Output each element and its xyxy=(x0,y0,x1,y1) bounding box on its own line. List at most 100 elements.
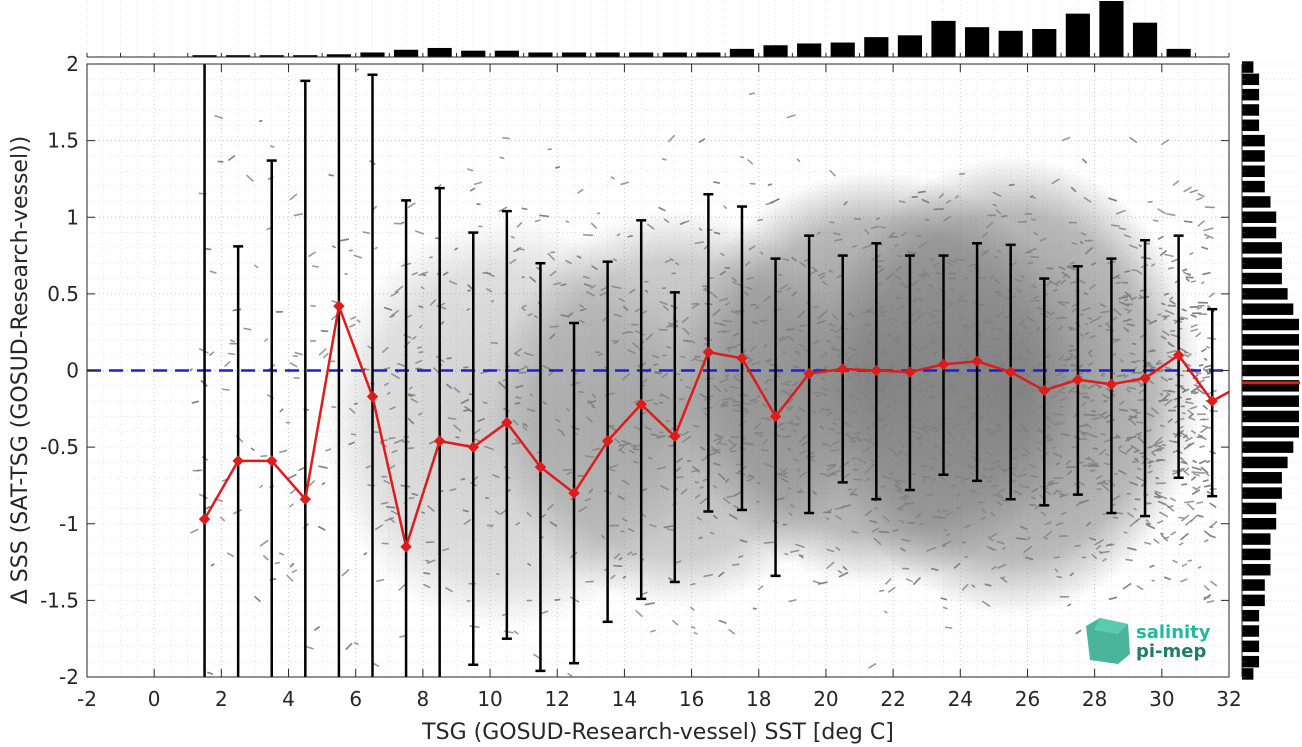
scatter-point xyxy=(1148,319,1157,325)
scatter-point xyxy=(784,552,789,556)
scatter-point xyxy=(877,397,887,404)
scatter-point xyxy=(1166,392,1171,396)
scatter-point xyxy=(955,475,964,479)
scatter-point xyxy=(1161,302,1166,306)
scatter-point xyxy=(1068,386,1076,394)
scatter-point xyxy=(205,506,211,510)
scatter-point xyxy=(730,310,740,315)
scatter-point xyxy=(787,486,792,490)
scatter-point xyxy=(189,368,193,372)
top-histogram-bar xyxy=(393,49,419,57)
scatter-point xyxy=(1153,538,1160,544)
scatter-point xyxy=(982,250,989,253)
scatter-point xyxy=(716,440,722,445)
scatter-point xyxy=(1059,301,1070,304)
scatter-point xyxy=(1200,466,1209,474)
y-tick-label: -1 xyxy=(59,512,79,536)
scatter-point xyxy=(927,324,934,327)
scatter-point xyxy=(879,424,887,431)
scatter-point xyxy=(942,606,948,610)
scatter-point xyxy=(1147,349,1155,353)
scatter-point xyxy=(1155,362,1163,366)
scatter-point xyxy=(1097,413,1107,420)
scatter-point xyxy=(1190,314,1197,318)
scatter-point xyxy=(830,328,837,333)
scatter-point xyxy=(849,440,856,444)
mean-marker xyxy=(1105,378,1118,390)
right-histogram-bar xyxy=(1242,226,1277,239)
scatter-point xyxy=(549,325,560,328)
scatter-point xyxy=(1196,306,1202,310)
scatter-point xyxy=(952,422,962,428)
scatter-point xyxy=(753,400,758,404)
scatter-point xyxy=(608,464,619,469)
scatter-point xyxy=(884,610,888,614)
scatter-point xyxy=(733,373,740,378)
scatter-point xyxy=(1203,357,1208,361)
scatter-point xyxy=(731,398,737,402)
scatter-point xyxy=(887,586,896,593)
scatter-point xyxy=(957,404,967,409)
scatter-point xyxy=(1026,536,1031,541)
scatter-point xyxy=(764,379,770,384)
scatter-point xyxy=(1172,180,1180,186)
scatter-point xyxy=(913,430,923,437)
scatter-point xyxy=(792,381,799,386)
scatter-point xyxy=(1070,348,1077,352)
scatter-point xyxy=(607,425,617,432)
scatter-point xyxy=(659,484,670,491)
scatter-point xyxy=(799,261,807,268)
scatter-point xyxy=(1016,288,1022,293)
scatter-point xyxy=(693,632,698,635)
scatter-point xyxy=(842,566,848,571)
scatter-point xyxy=(849,410,859,414)
scatter-point xyxy=(1201,375,1210,379)
scatter-point xyxy=(644,426,653,431)
top-histogram-bar xyxy=(830,42,855,57)
scatter-point xyxy=(260,454,268,458)
scatter-point xyxy=(1099,303,1106,308)
scatter-point xyxy=(1082,464,1092,467)
scatter-point xyxy=(1069,572,1074,577)
scatter-point xyxy=(936,324,943,331)
scatter-point xyxy=(1170,497,1176,502)
scatter-point xyxy=(780,468,786,474)
scatter-point xyxy=(967,464,977,470)
scatter-point xyxy=(791,256,797,262)
scatter-point xyxy=(562,468,572,472)
scatter-point xyxy=(1079,333,1084,338)
scatter-point xyxy=(286,574,294,582)
y-axis-ticks: -2 -1.5 -1 -0.5 0 0.5 1 1.5 2 xyxy=(40,52,1229,689)
scatter-point xyxy=(221,388,230,391)
right-histogram-bar xyxy=(1242,533,1271,545)
scatter-point xyxy=(963,393,971,399)
scatter-point xyxy=(945,301,952,304)
scatter-point xyxy=(852,431,862,435)
scatter-point xyxy=(1098,448,1107,456)
scatter-point xyxy=(600,286,608,292)
scatter-point xyxy=(1136,270,1143,275)
scatter-point xyxy=(391,449,398,454)
scatter-point xyxy=(828,323,836,328)
scatter-point xyxy=(787,447,792,452)
scatter-point xyxy=(887,317,894,321)
scatter-point xyxy=(1197,304,1205,307)
right-histogram-bar xyxy=(1242,668,1254,680)
scatter-point xyxy=(1068,326,1072,330)
scatter-point xyxy=(1126,436,1137,439)
scatter-point xyxy=(484,445,494,451)
scatter-point xyxy=(1136,411,1142,415)
scatter-point xyxy=(570,381,581,386)
scatter-point xyxy=(1125,558,1133,562)
scatter-point xyxy=(449,488,457,492)
scatter-point xyxy=(473,438,481,443)
scatter-point xyxy=(427,505,435,512)
scatter-point xyxy=(778,273,783,277)
scatter-point xyxy=(263,555,269,561)
scatter-point xyxy=(515,384,524,389)
scatter-point xyxy=(964,352,972,358)
scatter-point xyxy=(576,255,582,259)
scatter-point xyxy=(1205,236,1210,239)
scatter-point xyxy=(788,512,793,516)
scatter-point xyxy=(1044,436,1054,441)
